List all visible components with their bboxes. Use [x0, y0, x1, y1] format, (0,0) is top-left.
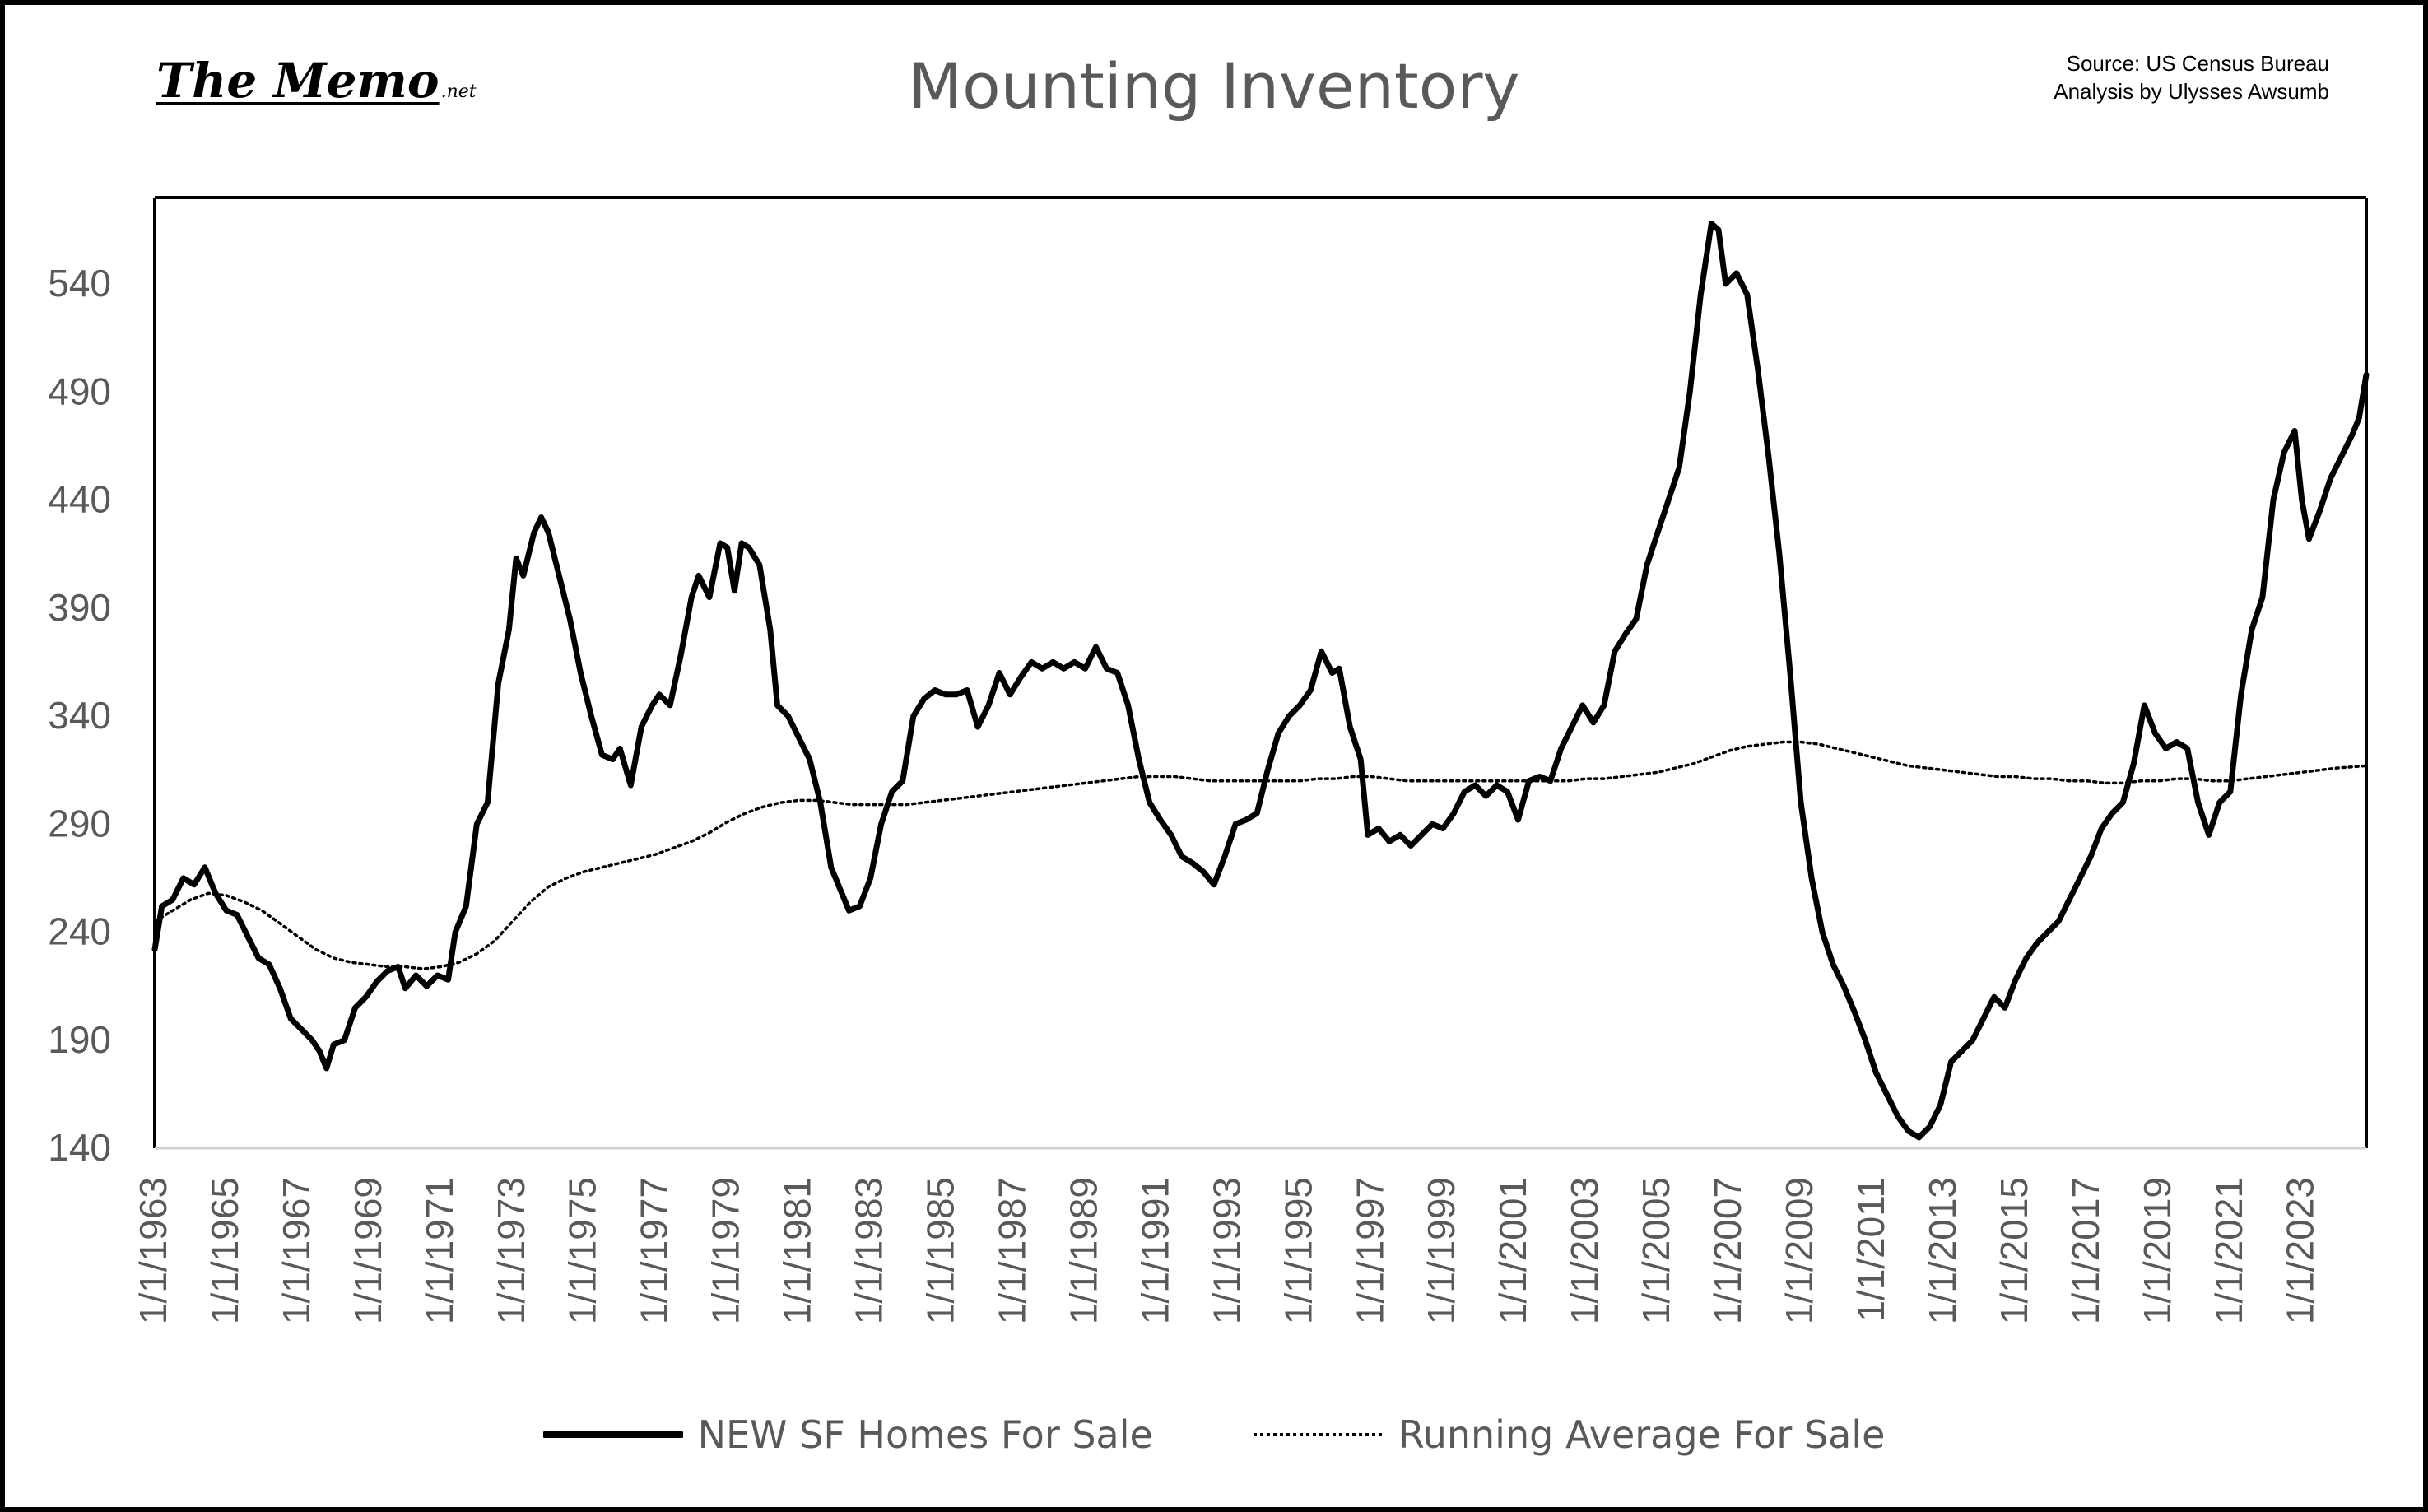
legend-item-solid: NEW SF Homes For Sale: [542, 1412, 1153, 1457]
x-tick-label: 1/1/1997: [1348, 1177, 1391, 1324]
x-tick-label: 1/1/1985: [919, 1177, 962, 1324]
x-tick-label: 1/1/1993: [1205, 1177, 1248, 1324]
x-tick-label: 1/1/1979: [705, 1177, 747, 1324]
x-tick-label: 1/1/2021: [2207, 1177, 2250, 1324]
x-tick-label: 1/1/1999: [1420, 1177, 1463, 1324]
x-tick-label: 1/1/2011: [1849, 1177, 1892, 1322]
x-tick-label: 1/1/1975: [561, 1177, 604, 1324]
logo-suffix: .net: [440, 81, 477, 102]
legend-item-dotted: Running Average For Sale: [1252, 1412, 1886, 1457]
y-tick-label: 340: [48, 694, 111, 737]
legend-solid-swatch: [542, 1431, 683, 1438]
series-new-sf-homes-line: [151, 221, 2370, 1141]
x-tick-label: 1/1/1965: [203, 1177, 246, 1324]
x-tick-label: 1/1/1995: [1277, 1177, 1319, 1324]
y-tick-label: 440: [48, 478, 111, 521]
x-tick-label: 1/1/2013: [1921, 1177, 1964, 1324]
legend: NEW SF Homes For Sale Running Average Fo…: [0, 1406, 2428, 1463]
x-tick-label: 1/1/2023: [2279, 1177, 2322, 1324]
logo-main: The Memo: [156, 53, 440, 109]
x-tick-label: 1/1/1977: [633, 1177, 676, 1324]
x-tick-label: 1/1/1971: [418, 1177, 461, 1324]
x-tick-label: 1/1/2009: [1778, 1177, 1821, 1324]
x-tick-label: 1/1/2001: [1491, 1177, 1534, 1324]
x-tick-label: 1/1/2003: [1563, 1177, 1606, 1324]
analysis-line: Analysis by Ulysses Awsumb: [2054, 79, 2329, 104]
legend-label-running-average: Running Average For Sale: [1398, 1412, 1886, 1457]
y-tick-label: 240: [48, 910, 111, 953]
x-tick-label: 1/1/1983: [848, 1177, 891, 1324]
x-tick-label: 1/1/2015: [1993, 1177, 2035, 1324]
y-tick-label: 140: [48, 1126, 111, 1169]
chart-title: Mounting Inventory: [908, 49, 1520, 123]
x-tick-label: 1/1/2007: [1706, 1177, 1749, 1324]
y-tick-label: 190: [48, 1018, 111, 1061]
logo: The Memo.net: [156, 53, 477, 109]
legend-dotted-swatch: [1253, 1433, 1382, 1436]
x-tick-label: 1/1/1991: [1133, 1177, 1176, 1324]
x-tick-label: 1/1/1987: [990, 1177, 1033, 1324]
x-tick-label: 1/1/2005: [1635, 1177, 1677, 1324]
source-line: Source: US Census Bureau: [2066, 51, 2329, 76]
x-tick-label: 1/1/2019: [2136, 1177, 2179, 1324]
y-tick-label: 540: [48, 262, 111, 305]
x-tick-label: 1/1/1963: [132, 1177, 174, 1324]
x-tick-label: 1/1/1973: [490, 1177, 533, 1324]
y-tick-label: 290: [48, 802, 111, 844]
series-running-average-line: [153, 740, 2368, 970]
legend-label-new-sf: NEW SF Homes For Sale: [697, 1412, 1153, 1457]
x-tick-label: 1/1/1969: [347, 1177, 389, 1324]
source-note: Source: US Census Bureau Analysis by Uly…: [2054, 49, 2329, 105]
x-tick-label: 1/1/1981: [776, 1177, 819, 1324]
x-tick-label: 1/1/1989: [1062, 1177, 1105, 1324]
y-tick-label: 490: [48, 370, 111, 412]
x-tick-label: 1/1/1967: [275, 1177, 318, 1324]
x-tick-label: 1/1/2017: [2064, 1177, 2107, 1324]
y-tick-label: 390: [48, 586, 111, 629]
